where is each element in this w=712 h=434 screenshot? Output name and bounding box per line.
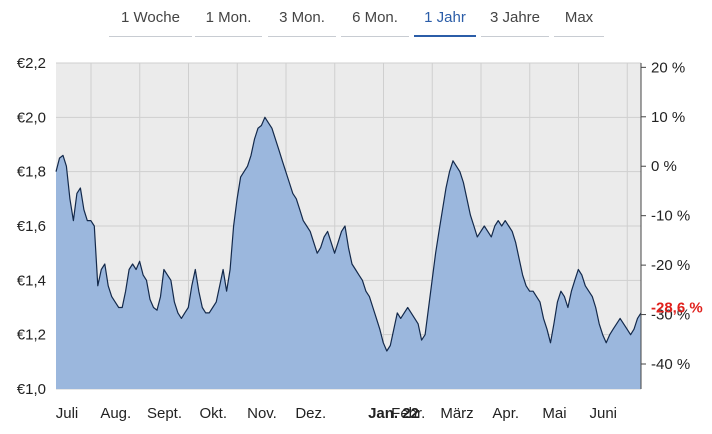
right-tick-label: 0 %: [651, 158, 677, 175]
x-tick-label: Okt.: [199, 405, 227, 422]
x-tick-label: Dez.: [295, 405, 326, 422]
right-tick-label: -30 %: [651, 307, 690, 324]
y-tick-label: €1,0: [17, 381, 46, 398]
tab-1-month[interactable]: 1 Mon.: [195, 6, 262, 37]
tab-max[interactable]: Max: [554, 6, 604, 37]
y-tick-label: €1,2: [17, 327, 46, 344]
x-tick-label: Sept.: [147, 405, 182, 422]
price-area-layer: [55, 116, 642, 390]
y-tick-label: €2,0: [17, 109, 46, 126]
x-tick-label: Jan. 22: [368, 405, 419, 422]
right-tick-label: 20 %: [651, 59, 685, 76]
right-tick-label: -10 %: [651, 208, 690, 225]
y-tick-label: €1,4: [17, 272, 46, 289]
tab-3-years[interactable]: 3 Jahre: [481, 6, 549, 37]
tab-1-year[interactable]: 1 Jahr: [414, 6, 476, 37]
timeframe-tabs: 1 Woche 1 Mon. 3 Mon. 6 Mon. 1 Jahr 3 Ja…: [0, 0, 712, 40]
x-tick-label: Febr.: [391, 405, 425, 422]
tab-6-months[interactable]: 6 Mon.: [341, 6, 409, 37]
price-line: [55, 116, 642, 352]
x-tick-label: Aug.: [100, 405, 131, 422]
x-tick-label: März: [440, 405, 473, 422]
right-tick-label: -40 %: [651, 356, 690, 373]
current-change-label: -28,6 %: [651, 300, 703, 317]
y-tick-label: €1,6: [17, 218, 46, 235]
right-axis: 20 % 10 % 0 % -10 % -20 % -30 % -40 % -28,6 %: [640, 59, 703, 389]
tab-1-week[interactable]: 1 Woche: [109, 6, 192, 37]
right-tick-label: 10 %: [651, 109, 685, 126]
price-area-fill: [56, 117, 641, 390]
right-tick-label: -20 %: [651, 257, 690, 274]
y-tick-label: €1,8: [17, 164, 46, 181]
x-tick-label: Mai: [542, 405, 566, 422]
x-tick-label: Nov.: [247, 405, 277, 422]
tab-3-months[interactable]: 3 Mon.: [268, 6, 336, 37]
x-tick-label: Apr.: [492, 405, 519, 422]
x-tick-label: Juli: [56, 405, 79, 422]
left-axis: €1,0 €1,2 €1,4 €1,6 €1,8 €2,0 €2,2: [17, 55, 46, 398]
y-tick-label: €2,2: [17, 55, 46, 72]
x-tick-label: Juni: [589, 405, 617, 422]
